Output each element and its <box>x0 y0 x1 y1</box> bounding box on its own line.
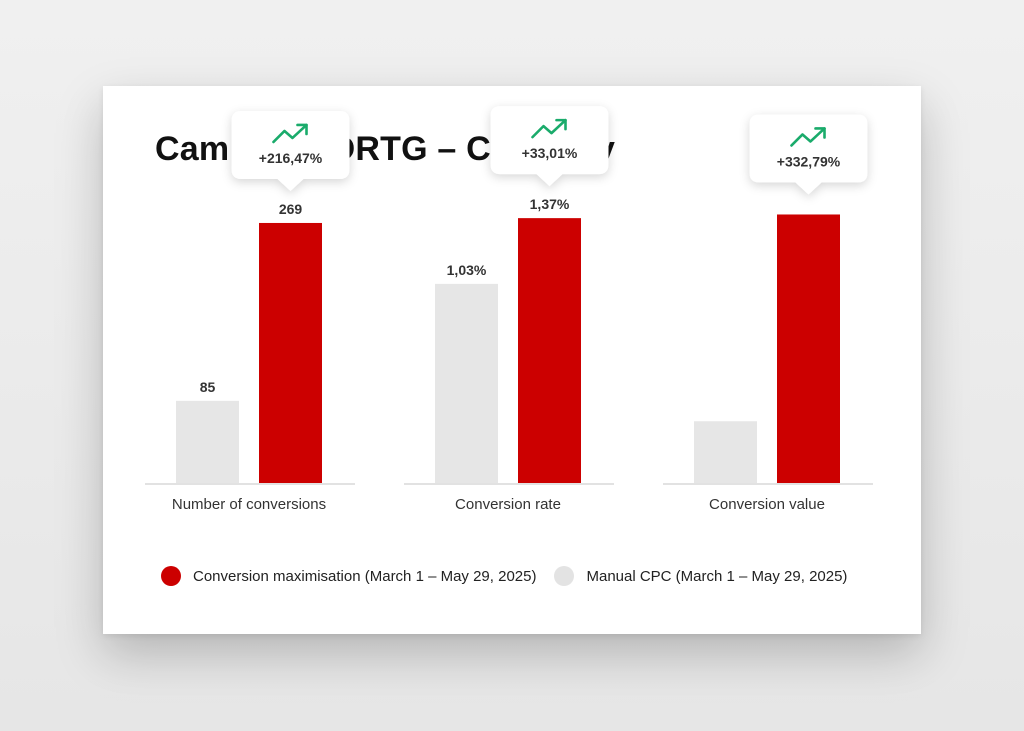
change-callout-conversion-rate <box>490 106 609 187</box>
category-label-conversion-value: Conversion value <box>709 496 825 513</box>
trend-up-icon-arrowhead <box>555 118 567 131</box>
legend: Conversion maximisation (March 1 – May 2… <box>161 564 865 588</box>
legend-label-manual-cpc: Manual CPC (March 1 – May 29, 2025) <box>586 567 848 585</box>
bar-number-of-conversions-conversion-maximisation <box>259 222 322 483</box>
data-label-number-of-conversions-manual-cpc: 85 <box>200 379 216 395</box>
trend-up-icon <box>531 118 567 139</box>
legend-item-conversion-maximisation: Conversion maximisation (March 1 – May 2… <box>161 566 536 586</box>
legend-swatch-red <box>161 566 181 586</box>
change-label-conversion-value: +332,79% <box>777 153 841 169</box>
change-label-number-of-conversions: +216,47% <box>259 150 323 166</box>
legend-label-conversion-maximisation: Conversion maximisation (March 1 – May 2… <box>193 567 537 585</box>
bar-conversion-rate-manual-cpc <box>435 283 498 483</box>
category-label-number-of-conversions: Number of conversions <box>172 496 326 513</box>
data-label-conversion-rate-manual-cpc: 1,03% <box>447 262 487 278</box>
trend-up-icon-arrowhead <box>296 123 308 136</box>
trend-up-icon-arrowhead <box>814 127 826 139</box>
category-label-conversion-rate: Conversion rate <box>455 496 561 513</box>
data-label-number-of-conversions-conversion-maximisation: 269 <box>279 201 303 217</box>
change-callout-number-of-conversions <box>231 110 350 191</box>
bar-conversion-value-conversion-maximisation <box>777 214 840 483</box>
legend-swatch-gray <box>554 566 575 586</box>
report-card: Campaign DRTG – Category 85 269 +216,47% Nu… <box>103 86 921 634</box>
data-label-conversion-rate-conversion-maximisation: 1,37% <box>530 196 570 212</box>
bar-conversion-rate-conversion-maximisation <box>518 218 581 483</box>
trend-up-icon <box>272 123 308 144</box>
legend-item-manual-cpc: Manual CPC (March 1 – May 29, 2025) <box>554 566 847 586</box>
change-label-conversion-rate: +33,01% <box>522 145 578 161</box>
trend-up-icon <box>790 127 826 147</box>
bar-chart: 85 269 +216,47% Number of conversions 1,03% 1… <box>145 106 873 513</box>
bar-conversion-value-manual-cpc <box>694 421 757 483</box>
bar-number-of-conversions-manual-cpc <box>176 400 239 483</box>
change-callout-conversion-value <box>749 114 868 195</box>
